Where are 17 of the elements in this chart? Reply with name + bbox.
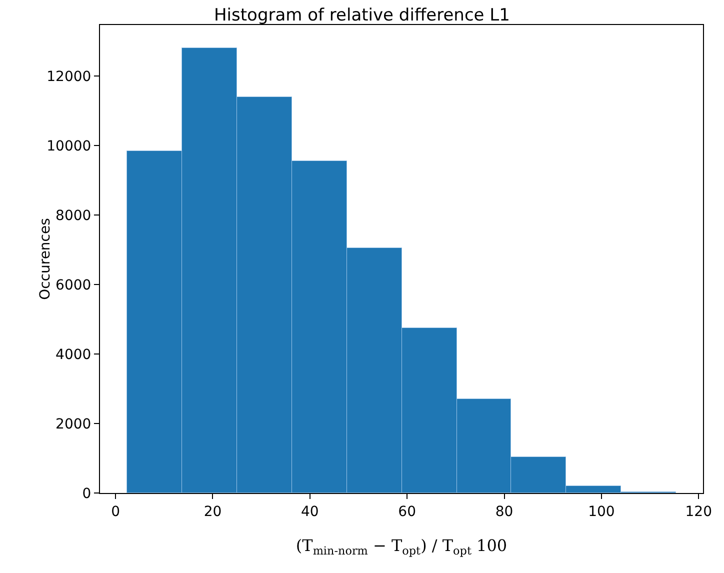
x-tick-label: 60 xyxy=(398,504,416,520)
y-tick-label: 10000 xyxy=(46,138,92,154)
y-tick-label: 0 xyxy=(82,486,92,502)
x-axis-title: (T$_{min-norm}$ − T$_{opt}$) / T$_{opt}$ 100 xyxy=(296,536,508,558)
y-tick-label: 8000 xyxy=(56,208,92,224)
y-axis-title: Occurences xyxy=(38,218,54,300)
y-tick-label: 2000 xyxy=(56,416,92,432)
x-tick-label: 80 xyxy=(495,504,514,520)
y-tick-label: 6000 xyxy=(56,277,92,294)
x-tick-label: 20 xyxy=(204,504,222,520)
chart-title: Histogram of relative difference L1 xyxy=(214,5,510,26)
x-tick-label: 40 xyxy=(300,504,319,520)
x-tick-label: 120 xyxy=(685,504,712,520)
x-tick-label: 100 xyxy=(588,504,615,520)
y-tick-label: 4000 xyxy=(56,346,92,363)
x-tick-label: 0 xyxy=(111,504,120,520)
y-tick-label: 12000 xyxy=(46,68,92,85)
